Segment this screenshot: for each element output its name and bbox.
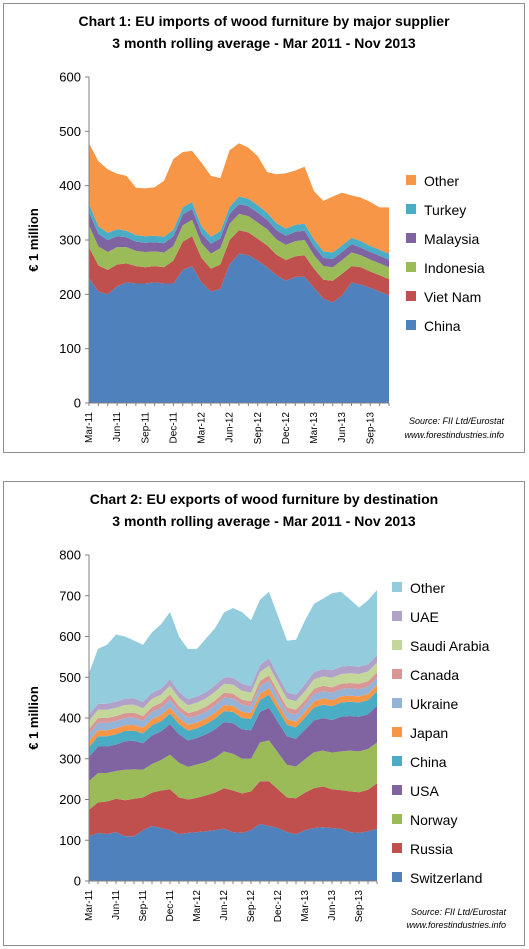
area-series-viet-nam xyxy=(89,230,389,303)
chart1-svg: Chart 1: EU imports of wood furniture by… xyxy=(26,13,505,445)
area-series-norway xyxy=(89,740,377,810)
x-tick-label: Sep-11 xyxy=(138,890,149,922)
legend-swatch xyxy=(392,727,402,737)
y-tick-label: 200 xyxy=(59,792,81,807)
legend-swatch xyxy=(392,872,402,882)
x-tick-label: Jun-13 xyxy=(327,890,338,921)
legend-swatch xyxy=(392,611,402,621)
y-tick-label: 500 xyxy=(59,670,81,685)
legend-label: Japan xyxy=(410,725,448,741)
legend-label: UAE xyxy=(410,609,439,625)
source-text: Source: FII Ltd/Eurostat xyxy=(411,907,507,917)
y-tick-label: 300 xyxy=(59,233,81,248)
y-tick-label: 700 xyxy=(59,588,81,603)
area-series-other xyxy=(89,590,377,715)
x-tick-label: Jun-13 xyxy=(337,412,348,443)
y-tick-label: 600 xyxy=(59,70,81,85)
y-tick-label: 300 xyxy=(59,751,81,766)
legend-label: Norway xyxy=(410,812,457,828)
y-tick-label: 100 xyxy=(59,833,81,848)
area-series-china xyxy=(89,253,389,403)
legend-label: China xyxy=(424,318,461,334)
x-tick-label: Sep-13 xyxy=(354,890,365,923)
chart2-svg: Chart 2: EU exports of wood furniture by… xyxy=(26,491,507,930)
chart-subtitle: 3 month rolling average - Mar 2011 - Nov… xyxy=(112,513,416,529)
legend-swatch xyxy=(392,582,402,592)
legend-label: Russia xyxy=(410,841,453,857)
legend-label: Switzerland xyxy=(410,870,482,886)
legend-swatch xyxy=(392,814,402,824)
chart1-panel: Chart 1: EU imports of wood furniture by… xyxy=(3,3,525,453)
legend-swatch xyxy=(392,756,402,766)
area-series-switzerland xyxy=(89,823,377,881)
legend-swatch xyxy=(392,843,402,853)
area-series-russia xyxy=(89,781,377,837)
x-tick-label: Jun-12 xyxy=(225,412,236,443)
x-tick-label: Dec-11 xyxy=(168,412,179,444)
area-series-malaysia xyxy=(89,204,389,268)
source-text: Source: FII Ltd/Eurostat xyxy=(409,416,505,426)
area-series-usa xyxy=(89,705,377,782)
y-tick-label: 600 xyxy=(59,629,81,644)
legend-label: Malaysia xyxy=(424,231,479,247)
x-tick-label: Mar-13 xyxy=(309,412,320,444)
legend-swatch xyxy=(392,785,402,795)
legend-label: Saudi Arabia xyxy=(410,638,490,654)
y-tick-label: 500 xyxy=(59,124,81,139)
chart-subtitle: 3 month rolling average - Mar 2011 - Nov… xyxy=(112,35,416,51)
chart-title: Chart 2: EU exports of wood furniture by… xyxy=(90,491,438,507)
source-url: www.forestindustries.info xyxy=(406,920,506,930)
area-series-other xyxy=(89,143,389,254)
legend-swatch xyxy=(406,320,416,330)
legend-swatch xyxy=(392,640,402,650)
y-tick-label: 400 xyxy=(59,178,81,193)
x-tick-label: Dec-12 xyxy=(273,890,284,923)
x-tick-label: Dec-11 xyxy=(165,890,176,922)
legend-swatch xyxy=(406,291,416,301)
y-tick-label: 0 xyxy=(74,396,81,411)
legend-label: Viet Nam xyxy=(424,289,481,305)
legend-label: Indonesia xyxy=(424,260,485,276)
y-tick-label: 100 xyxy=(59,341,81,356)
y-axis-label: € 1 million xyxy=(26,686,41,750)
legend-label: Other xyxy=(410,580,445,596)
legend-swatch xyxy=(406,204,416,214)
chart-title: Chart 1: EU imports of wood furniture by… xyxy=(78,13,450,29)
area-series-group xyxy=(89,143,389,403)
x-tick-label: Mar-11 xyxy=(84,890,95,921)
legend-label: Turkey xyxy=(424,202,466,218)
y-tick-label: 400 xyxy=(59,711,81,726)
x-tick-label: Sep-12 xyxy=(253,412,264,445)
x-tick-label: Mar-12 xyxy=(192,890,203,922)
legend-swatch xyxy=(392,698,402,708)
x-tick-label: Jun-11 xyxy=(112,412,123,442)
area-series-indonesia xyxy=(89,213,389,281)
area-series-turkey xyxy=(89,196,389,260)
chart2-panel: Chart 2: EU exports of wood furniture by… xyxy=(3,481,525,946)
x-tick-label: Jun-11 xyxy=(111,890,122,920)
x-tick-label: Sep-11 xyxy=(140,412,151,444)
source-url: www.forestindustries.info xyxy=(404,430,504,440)
y-tick-label: 0 xyxy=(74,874,81,889)
x-tick-label: Mar-11 xyxy=(84,412,95,443)
x-tick-label: Mar-12 xyxy=(197,412,208,444)
y-axis-label: € 1 million xyxy=(26,208,41,272)
legend-swatch xyxy=(406,262,416,272)
x-tick-label: Dec-12 xyxy=(281,412,292,445)
legend-swatch xyxy=(392,669,402,679)
area-series-group xyxy=(89,590,377,881)
legend-swatch xyxy=(406,175,416,185)
x-tick-label: Jun-12 xyxy=(219,890,230,921)
legend-label: China xyxy=(410,754,447,770)
legend-label: Canada xyxy=(410,667,459,683)
x-tick-label: Sep-13 xyxy=(365,412,376,445)
legend-label: Ukraine xyxy=(410,696,458,712)
x-tick-label: Sep-12 xyxy=(246,890,257,923)
legend-label: USA xyxy=(410,783,439,799)
legend-swatch xyxy=(406,233,416,243)
x-tick-label: Mar-13 xyxy=(300,890,311,922)
legend-label: Other xyxy=(424,173,459,189)
y-tick-label: 200 xyxy=(59,287,81,302)
y-tick-label: 800 xyxy=(59,548,81,563)
